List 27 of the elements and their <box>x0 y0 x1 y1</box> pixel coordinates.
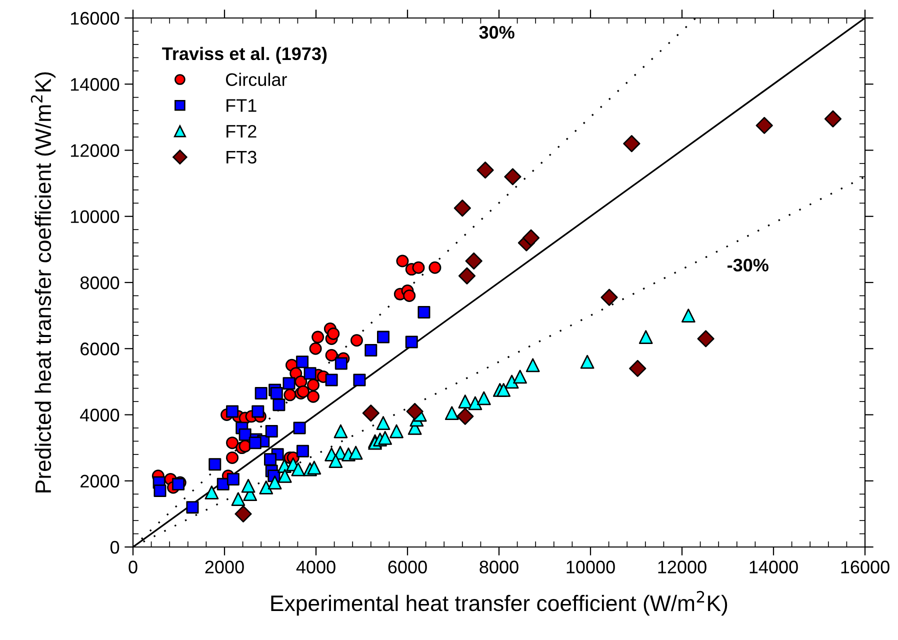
annotation: 30% <box>479 26 514 39</box>
y-tick-label: 6000 <box>80 342 120 356</box>
y-tick-label: 4000 <box>80 408 120 422</box>
x-tick-label: 12000 <box>658 560 706 574</box>
x-tick-label: 16000 <box>841 560 890 574</box>
legend-label: FT1 <box>226 99 256 112</box>
y-tick-label: 2000 <box>80 474 120 488</box>
x-tick-label: 8000 <box>480 560 518 574</box>
x-tick-label: 10000 <box>566 560 615 574</box>
x-tick-label: 14000 <box>750 560 798 574</box>
y-tick-label: 16000 <box>70 12 120 25</box>
x-tick-label: 0 <box>128 560 138 574</box>
y-tick-label: 0 <box>110 540 120 554</box>
y-tick-label: 14000 <box>70 78 120 91</box>
y-axis-title: Predicted heat transfer coefficient (W/m$^{2}$K) <box>30 72 56 492</box>
y-tick-label: 10000 <box>70 210 120 224</box>
x-tick-label: 6000 <box>388 560 427 574</box>
annotation: -30% <box>728 258 768 272</box>
legend-title: Traviss et al. (1973) <box>162 46 327 64</box>
legend-label: FT2 <box>226 124 256 138</box>
x-tick-label: 2000 <box>205 560 244 574</box>
legend-label: FT3 <box>226 150 256 164</box>
legend-label: Circular <box>226 72 287 86</box>
x-tick-label: 4000 <box>296 560 336 574</box>
x-axis-title: Experimental heat transfer coefficient (W/m$^{2}$K) <box>271 590 728 616</box>
y-tick-label: 12000 <box>70 144 120 157</box>
y-tick-label: 8000 <box>80 276 120 290</box>
